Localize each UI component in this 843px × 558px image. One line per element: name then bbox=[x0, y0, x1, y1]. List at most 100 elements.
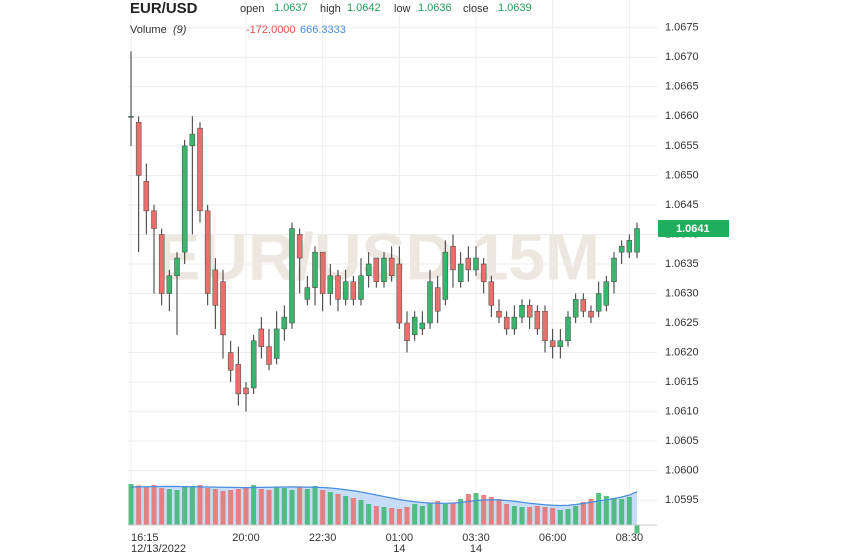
volume-bar bbox=[473, 493, 479, 525]
volume-bar bbox=[542, 507, 548, 525]
candle-body bbox=[143, 181, 150, 212]
candle-body bbox=[580, 299, 587, 312]
volume-bar bbox=[373, 506, 379, 525]
candle-body bbox=[588, 310, 594, 318]
volume-bar bbox=[419, 506, 425, 525]
volume-bar bbox=[389, 508, 395, 525]
x-tick-sublabel: 14 bbox=[393, 543, 405, 555]
candle-body bbox=[526, 305, 533, 318]
candle-body bbox=[342, 281, 349, 300]
candle-body bbox=[227, 352, 234, 371]
volume-bar bbox=[603, 496, 609, 525]
volume-bar bbox=[412, 504, 418, 525]
volume-bar bbox=[450, 503, 456, 525]
candle-body bbox=[258, 328, 265, 347]
candle-body bbox=[304, 287, 311, 300]
volume-bar bbox=[212, 489, 218, 525]
volume-bar bbox=[557, 510, 563, 525]
candle-body bbox=[358, 275, 364, 300]
candle-body bbox=[503, 316, 510, 330]
candle-body bbox=[450, 246, 456, 271]
volume-bar bbox=[266, 490, 272, 525]
candle-body bbox=[457, 263, 464, 282]
volume-bar bbox=[588, 499, 594, 525]
volume-bar bbox=[358, 500, 364, 525]
volume-bar bbox=[435, 501, 441, 525]
candle-body bbox=[273, 328, 280, 359]
y-tick-label: 1.0615 bbox=[665, 376, 699, 388]
volume-ma-value: 666.3333 bbox=[300, 24, 346, 36]
x-tick-sublabel: 14 bbox=[470, 543, 482, 555]
candle-body bbox=[327, 275, 334, 294]
y-tick-label: 1.0665 bbox=[665, 81, 699, 93]
y-tick-label: 1.0635 bbox=[665, 258, 699, 270]
candle-body bbox=[542, 310, 548, 341]
candle-body bbox=[335, 275, 341, 300]
volume-bar bbox=[189, 486, 195, 525]
volume-bar bbox=[243, 487, 249, 525]
last-price-label: 1.0641 bbox=[676, 223, 710, 235]
volume-bar bbox=[327, 492, 333, 525]
volume-bar bbox=[304, 489, 310, 525]
volume-bar bbox=[565, 509, 571, 525]
y-tick-label: 1.0620 bbox=[665, 346, 699, 358]
volume-bar bbox=[174, 490, 180, 525]
candle-body bbox=[434, 287, 441, 312]
volume-bar bbox=[634, 525, 640, 534]
volume-bar bbox=[258, 489, 264, 525]
x-tick-label: 22:30 bbox=[309, 532, 337, 544]
volume-bar bbox=[136, 485, 142, 525]
x-tick-label: 16:15 bbox=[131, 532, 159, 544]
volume-ma-line bbox=[130, 485, 638, 507]
close-label: close bbox=[463, 3, 489, 15]
volume-bar bbox=[481, 495, 487, 525]
candle-body bbox=[419, 322, 426, 330]
candle-body bbox=[197, 127, 203, 212]
volume-ma-area bbox=[131, 486, 637, 525]
volume-bar bbox=[197, 485, 203, 525]
candle-body bbox=[411, 316, 418, 336]
y-tick-label: 1.0595 bbox=[665, 494, 699, 506]
candle-body bbox=[557, 340, 564, 347]
candle-body bbox=[220, 281, 226, 336]
candle-body bbox=[181, 145, 188, 253]
y-tick-label: 1.0650 bbox=[665, 169, 699, 181]
volume-bar bbox=[404, 507, 410, 525]
volume-bar bbox=[205, 488, 211, 525]
volume-bar bbox=[151, 485, 157, 525]
volume-bar bbox=[458, 499, 464, 525]
close-value: 1.0639 bbox=[498, 2, 532, 14]
candle-body bbox=[473, 257, 479, 271]
volume-bar bbox=[496, 499, 502, 525]
volume-bar bbox=[128, 484, 134, 525]
volume-bar bbox=[235, 489, 241, 525]
candle-body bbox=[166, 275, 173, 294]
volume-bar bbox=[611, 498, 617, 525]
volume-bar bbox=[573, 506, 579, 525]
x-tick-label: 06:00 bbox=[539, 532, 567, 544]
volume-bar bbox=[381, 507, 387, 525]
volume-bar bbox=[312, 486, 318, 525]
volume-bar bbox=[320, 490, 326, 525]
volume-label: Volume bbox=[130, 24, 167, 36]
y-tick-label: 1.0630 bbox=[665, 287, 699, 299]
candle-body bbox=[442, 251, 449, 300]
x-tick-label: 20:00 bbox=[232, 532, 260, 544]
candle-body bbox=[565, 316, 571, 341]
volume-bar bbox=[488, 497, 494, 525]
low-value: 1.0636 bbox=[418, 2, 452, 14]
volume-bar bbox=[228, 490, 234, 525]
volume-bar bbox=[220, 491, 226, 525]
volume-bar bbox=[366, 504, 372, 525]
candle-body bbox=[266, 346, 272, 365]
volume-bar bbox=[626, 497, 632, 525]
volume-bar bbox=[159, 488, 165, 525]
y-tick-label: 1.0625 bbox=[665, 317, 699, 329]
volume-bar bbox=[182, 487, 188, 525]
candle-body bbox=[204, 210, 211, 294]
candle-body bbox=[312, 251, 318, 288]
candle-body bbox=[611, 257, 617, 282]
x-tick-label: 03:30 bbox=[462, 532, 490, 544]
volume-bar bbox=[274, 487, 280, 525]
